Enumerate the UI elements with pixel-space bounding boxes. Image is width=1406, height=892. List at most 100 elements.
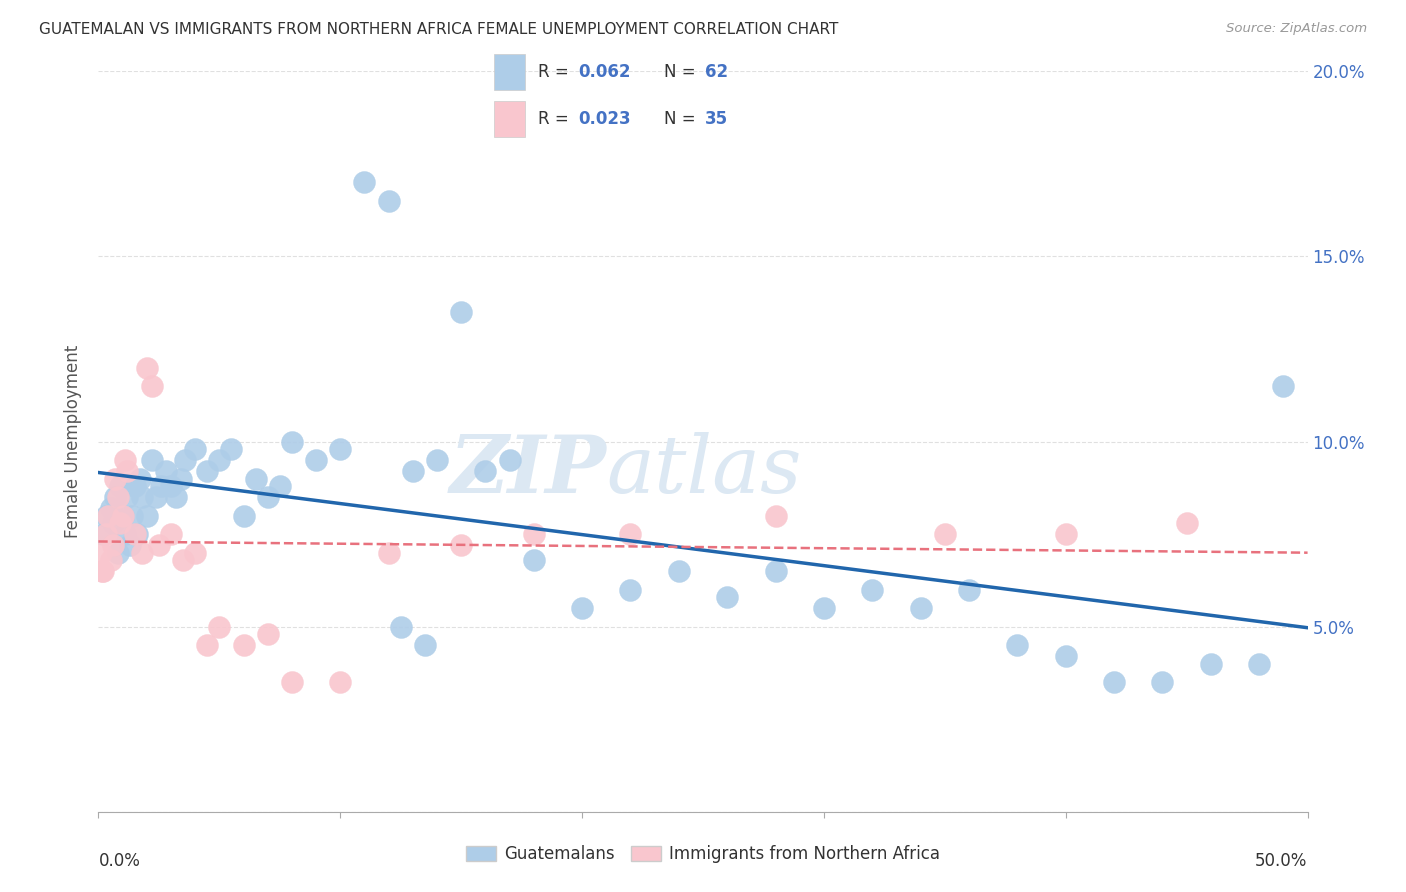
Point xyxy=(1007,638,1029,652)
Point xyxy=(813,601,835,615)
Point xyxy=(128,471,150,485)
Point xyxy=(169,471,191,485)
Point xyxy=(135,360,157,375)
Point xyxy=(118,538,141,552)
Point xyxy=(1249,657,1271,671)
Point xyxy=(256,627,278,641)
Text: 35: 35 xyxy=(704,110,728,128)
Point xyxy=(305,453,328,467)
Text: atlas: atlas xyxy=(606,433,801,510)
Point xyxy=(413,638,436,652)
Point xyxy=(131,490,153,504)
Point xyxy=(765,508,787,523)
Point xyxy=(141,379,163,393)
Point xyxy=(150,479,173,493)
Point xyxy=(498,453,520,467)
Point xyxy=(94,527,117,541)
FancyBboxPatch shape xyxy=(495,101,526,137)
Point xyxy=(329,675,352,690)
Text: ZIP: ZIP xyxy=(450,433,606,510)
Point xyxy=(474,464,496,478)
Point xyxy=(100,553,122,567)
Text: 0.023: 0.023 xyxy=(578,110,630,128)
Point xyxy=(135,508,157,523)
Point xyxy=(208,453,231,467)
Point xyxy=(716,590,738,604)
Point xyxy=(91,527,114,541)
Point xyxy=(281,434,304,449)
Text: GUATEMALAN VS IMMIGRANTS FROM NORTHERN AFRICA FEMALE UNEMPLOYMENT CORRELATION CH: GUATEMALAN VS IMMIGRANTS FROM NORTHERN A… xyxy=(39,22,839,37)
Point xyxy=(104,490,127,504)
Point xyxy=(107,490,129,504)
Point xyxy=(141,453,163,467)
Point xyxy=(172,553,194,567)
Point xyxy=(104,471,127,485)
Point xyxy=(523,527,546,541)
Point xyxy=(668,564,690,578)
Text: N =: N = xyxy=(665,110,702,128)
Point xyxy=(111,508,134,523)
Point xyxy=(91,564,114,578)
Point xyxy=(221,442,243,456)
Text: 62: 62 xyxy=(704,62,728,81)
Point xyxy=(107,546,129,560)
Point xyxy=(1272,379,1295,393)
Text: 0.062: 0.062 xyxy=(578,62,630,81)
Point xyxy=(91,564,114,578)
Point xyxy=(329,442,352,456)
Point xyxy=(232,638,254,652)
Point xyxy=(114,527,136,541)
Point xyxy=(269,479,291,493)
Point xyxy=(450,538,472,552)
Point xyxy=(256,490,278,504)
Point xyxy=(174,453,197,467)
Point xyxy=(377,546,399,560)
Point xyxy=(195,638,218,652)
Y-axis label: Female Unemployment: Female Unemployment xyxy=(65,345,83,538)
Point xyxy=(160,527,183,541)
Text: R =: R = xyxy=(537,110,574,128)
Point xyxy=(426,453,449,467)
Point xyxy=(148,538,170,552)
Point xyxy=(232,508,254,523)
Legend: Guatemalans, Immigrants from Northern Africa: Guatemalans, Immigrants from Northern Af… xyxy=(458,838,948,870)
Point xyxy=(934,527,956,541)
Point xyxy=(1054,527,1077,541)
Text: 50.0%: 50.0% xyxy=(1256,853,1308,871)
Point xyxy=(619,582,641,597)
Point xyxy=(910,601,932,615)
Point xyxy=(195,464,218,478)
Point xyxy=(1199,657,1222,671)
Point xyxy=(402,464,425,478)
Point xyxy=(1054,649,1077,664)
Point xyxy=(389,619,412,633)
Point xyxy=(124,479,146,493)
Point xyxy=(860,582,883,597)
Point xyxy=(450,305,472,319)
FancyBboxPatch shape xyxy=(495,54,526,90)
Point xyxy=(245,471,267,485)
Point xyxy=(108,516,131,530)
Text: R =: R = xyxy=(537,62,574,81)
Point xyxy=(184,546,207,560)
Point xyxy=(131,546,153,560)
Point xyxy=(208,619,231,633)
Point xyxy=(117,464,139,478)
Point xyxy=(155,464,177,478)
Point xyxy=(90,546,112,560)
Point xyxy=(353,175,375,190)
Point xyxy=(94,508,117,523)
Point xyxy=(377,194,399,208)
Point xyxy=(121,508,143,523)
Text: 0.0%: 0.0% xyxy=(98,853,141,871)
Point xyxy=(97,508,120,523)
Point xyxy=(101,538,124,552)
Text: N =: N = xyxy=(665,62,702,81)
Point xyxy=(1175,516,1198,530)
Point xyxy=(160,479,183,493)
Point xyxy=(100,501,122,516)
Point xyxy=(111,508,134,523)
Point xyxy=(281,675,304,690)
Point xyxy=(165,490,187,504)
Point xyxy=(184,442,207,456)
